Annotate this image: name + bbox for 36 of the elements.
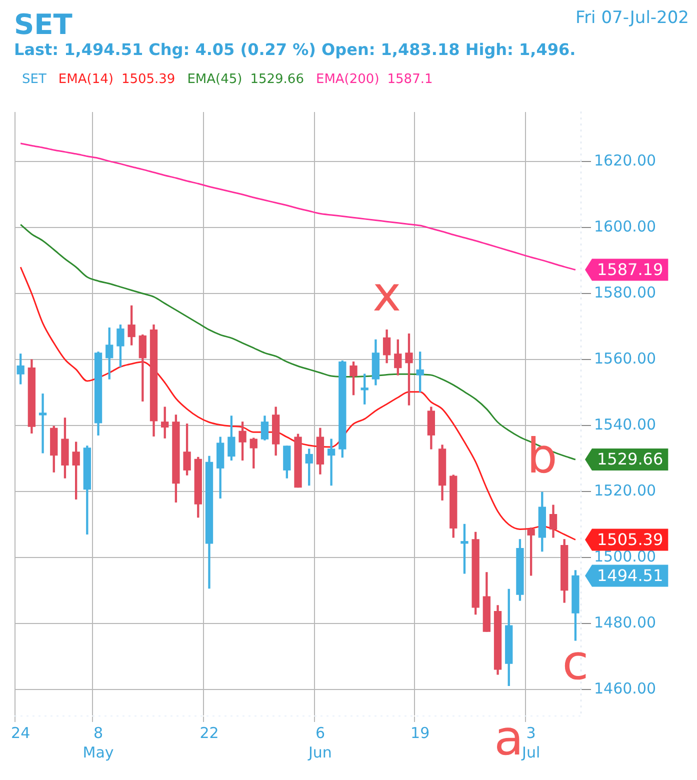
- chart-title: SET: [14, 8, 72, 41]
- x-tick-label: 19: [410, 724, 430, 742]
- text: Jul: [521, 743, 540, 762]
- y-tick-label: 1580.00: [594, 283, 656, 302]
- text: 1587.1: [387, 72, 433, 87]
- y-tick-label: 1600.00: [594, 217, 656, 236]
- line-series: [20, 142, 576, 271]
- annotation: x: [372, 266, 401, 322]
- x-tick-label: 24: [11, 724, 30, 742]
- x-tick-label: 3: [526, 724, 536, 742]
- text: May: [82, 743, 114, 762]
- line-series: [20, 266, 576, 540]
- text: 1494.51: [597, 566, 664, 585]
- y-tick-label: 1560.00: [594, 349, 656, 368]
- y-tick-label: 1460.00: [594, 679, 656, 698]
- chart-subtitle: Last: 1,494.51 Chg: 4.05 (0.27 %) Open: 1,483.18 High: 1,496.: [14, 40, 576, 59]
- y-tick-label: 1540.00: [594, 415, 656, 434]
- y-tick-label: 1620.00: [594, 151, 656, 170]
- text: 1587.19: [597, 260, 664, 279]
- annotation: c: [562, 634, 589, 691]
- x-tick-label: 6: [315, 724, 325, 742]
- text: EMA(200): [316, 72, 380, 87]
- x-tick-label: 8: [93, 724, 104, 742]
- text: SET: [22, 72, 46, 87]
- text: EMA(45): [187, 72, 242, 87]
- text: 1505.39: [597, 530, 664, 549]
- text: 1505.39: [121, 72, 176, 87]
- y-tick-label: 1500.00: [594, 547, 656, 566]
- text: Jun: [307, 743, 332, 762]
- text: EMA(14): [58, 72, 114, 87]
- y-tick-label: 1480.00: [594, 613, 656, 632]
- x-tick-label: 22: [200, 724, 219, 742]
- text: 1529.66: [250, 72, 304, 87]
- y-tick-label: 1520.00: [594, 481, 656, 500]
- text: Fri 07-Jul-202: [576, 8, 689, 28]
- text: 1529.66: [597, 450, 664, 469]
